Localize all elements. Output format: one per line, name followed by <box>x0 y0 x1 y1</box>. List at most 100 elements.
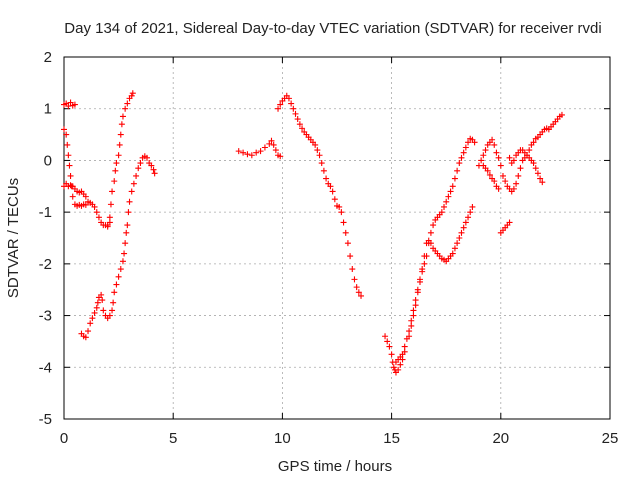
data-point <box>427 229 434 236</box>
x-tick-label: 10 <box>274 430 291 447</box>
data-segment <box>406 203 476 340</box>
data-point <box>427 240 434 247</box>
data-point <box>115 273 122 280</box>
data-point <box>462 144 469 151</box>
data-point <box>126 198 133 205</box>
data-point <box>399 351 406 358</box>
data-point <box>107 201 114 208</box>
data-point <box>119 258 126 265</box>
data-point <box>87 320 94 327</box>
data-point <box>344 240 351 247</box>
data-point <box>414 289 421 296</box>
data-point <box>294 116 301 123</box>
x-axis-label: GPS time / hours <box>278 458 392 475</box>
data-point <box>244 151 251 158</box>
y-tick-label: 1 <box>44 101 52 118</box>
data-point <box>390 364 397 371</box>
data-point <box>491 178 498 185</box>
data-point <box>69 193 76 200</box>
data-point <box>292 110 299 117</box>
data-point <box>491 141 498 148</box>
data-point <box>148 162 155 169</box>
data-point <box>421 260 428 267</box>
data-point <box>539 179 546 186</box>
data-point <box>128 92 135 99</box>
data-point <box>353 284 360 291</box>
data-point <box>312 141 319 148</box>
data-point <box>441 203 448 210</box>
data-point <box>122 240 129 247</box>
data-point <box>123 229 130 236</box>
data-segment <box>392 135 478 366</box>
y-axis-label: SDTVAR / TECUs <box>5 178 22 298</box>
data-point <box>412 302 419 309</box>
data-point <box>482 147 489 154</box>
data-point <box>449 250 456 257</box>
data-point <box>416 278 423 285</box>
data-point <box>94 299 101 306</box>
data-point <box>495 154 502 161</box>
data-point <box>116 141 123 148</box>
data-point <box>454 240 461 247</box>
data-point <box>63 131 70 138</box>
data-point <box>408 322 415 329</box>
data-point <box>82 334 89 341</box>
data-point <box>89 315 96 322</box>
data-point <box>275 105 282 112</box>
data-point <box>515 172 522 179</box>
data-point <box>110 299 117 306</box>
data-point <box>534 170 541 177</box>
data-point <box>82 193 89 200</box>
data-point <box>314 147 321 154</box>
data-point <box>484 167 491 174</box>
data-point <box>430 222 437 229</box>
data-point <box>143 154 150 161</box>
data-point <box>443 198 450 205</box>
y-tick-label: 2 <box>44 49 52 66</box>
data-segment <box>61 126 89 209</box>
data-point <box>65 152 72 159</box>
data-point <box>64 141 71 148</box>
data-point <box>235 148 242 155</box>
y-tick-label: -5 <box>39 411 52 428</box>
data-point <box>122 105 129 112</box>
data-point <box>266 140 273 147</box>
data-point <box>355 289 362 296</box>
data-point <box>419 266 426 273</box>
data-point <box>67 99 74 106</box>
data-point <box>91 309 98 316</box>
data-point <box>410 312 417 319</box>
data-point <box>66 162 73 169</box>
data-point <box>93 304 100 311</box>
data-point <box>130 180 137 187</box>
data-point <box>113 160 120 167</box>
data-point <box>349 266 356 273</box>
data-point <box>338 209 345 216</box>
data-point <box>382 333 389 340</box>
data-point <box>121 250 128 257</box>
data-point <box>526 147 533 154</box>
data-point <box>447 188 454 195</box>
data-segment <box>104 90 136 229</box>
data-point <box>327 183 334 190</box>
data-point <box>91 203 98 210</box>
data-point <box>517 165 524 172</box>
data-point <box>462 219 469 226</box>
data-point <box>323 175 330 182</box>
grid-lines <box>64 57 610 419</box>
data-point <box>117 131 124 138</box>
data-point <box>100 307 107 314</box>
data-point <box>67 172 74 179</box>
data-point <box>460 149 467 156</box>
data-point <box>331 196 338 203</box>
data-point <box>351 276 358 283</box>
data-point <box>471 139 478 146</box>
data-point <box>497 162 504 169</box>
data-point <box>465 139 472 146</box>
data-point <box>510 185 517 192</box>
data-point <box>451 175 458 182</box>
data-point <box>285 95 292 102</box>
data-point <box>124 100 131 107</box>
x-tick-label: 20 <box>492 430 509 447</box>
data-point <box>530 160 537 167</box>
